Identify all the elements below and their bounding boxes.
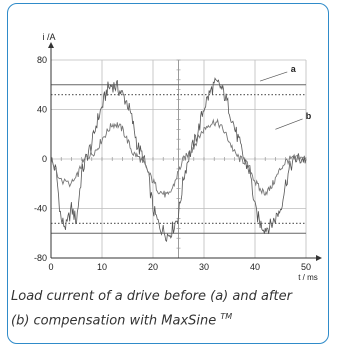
x-tick-label: 30 [199, 262, 209, 272]
y-tick-label: -80 [34, 253, 47, 263]
x-axis-arrow [316, 255, 322, 261]
x-tick-label: 10 [97, 262, 107, 272]
annotation-leader-b [275, 118, 303, 130]
series-line-b [50, 118, 307, 198]
annotation-leader-a [259, 71, 288, 82]
x-tick-label: 20 [148, 262, 158, 272]
x-axis-label: t / ms [298, 273, 318, 282]
annotation-label-b: b [306, 111, 312, 121]
y-axis-label: i /A [42, 32, 55, 42]
y-axis-arrow [48, 42, 54, 48]
caption-trademark: TM [220, 312, 233, 321]
x-tick-label: 50 [301, 262, 311, 272]
caption-text: Load current of a drive before (a) and a… [11, 289, 292, 329]
annotation-label-a: a [291, 64, 297, 74]
y-tick-label: -40 [34, 204, 47, 214]
x-tick-label: 40 [250, 262, 260, 272]
y-tick-label: 80 [37, 55, 47, 65]
series-line-a [50, 77, 307, 243]
x-tick-label: 0 [48, 262, 53, 272]
y-tick-label: 0 [42, 154, 47, 164]
figure-caption: Load current of a drive before (a) and a… [11, 287, 311, 331]
y-tick-label: 40 [37, 105, 47, 115]
